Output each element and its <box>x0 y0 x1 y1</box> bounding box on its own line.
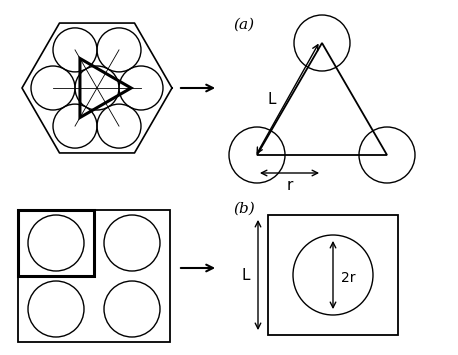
Text: 2r: 2r <box>341 271 355 285</box>
Bar <box>268 215 398 335</box>
Text: (a): (a) <box>233 18 254 32</box>
Text: r: r <box>286 178 293 192</box>
Text: (b): (b) <box>233 202 255 216</box>
Text: L: L <box>267 92 276 106</box>
Text: L: L <box>241 268 250 283</box>
Bar <box>18 210 170 342</box>
Bar <box>18 210 94 276</box>
